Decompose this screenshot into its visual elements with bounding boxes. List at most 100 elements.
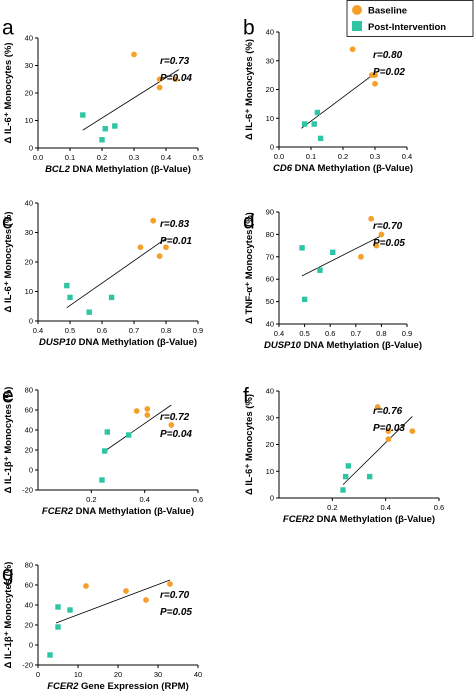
y-axis-label: Δ IL-6⁺ Monocytes (%) xyxy=(244,39,255,140)
baseline-point xyxy=(372,80,378,87)
x-axis-label-gene: DUSP10 xyxy=(264,340,302,351)
x-axis-label-gene: FCER2 xyxy=(283,514,315,525)
r-value: r=0.70 xyxy=(373,221,403,232)
post-intervention-point xyxy=(345,463,352,469)
y-tick-label: 0 xyxy=(29,466,33,475)
post-intervention-point xyxy=(67,294,73,301)
baseline-point xyxy=(373,242,380,249)
x-tick-label: 0.0 xyxy=(274,152,284,161)
x-axis-label-gene: FCER2 xyxy=(47,681,79,692)
x-axis-label-text: DNA Methylation (β-Value) xyxy=(73,506,194,517)
r-value: r=0.70 xyxy=(160,590,190,601)
panel-label: c xyxy=(2,210,13,233)
y-tick-label: 0 xyxy=(270,143,274,152)
y-axis-label: Δ IL-6⁺ Monocytes (%) xyxy=(3,211,14,312)
panel-b: b 0 10 20 30 40 0.0 0.1 0.2 0.3 0.4 CD6 DNA Methyla… xyxy=(243,16,413,174)
post-intervention-point xyxy=(55,624,61,630)
x-tick-label: 0.7 xyxy=(351,329,361,338)
y-tick-label: 0 xyxy=(29,144,33,153)
x-tick-label: 10 xyxy=(74,670,82,679)
baseline-point xyxy=(368,215,375,222)
post-intervention-point xyxy=(301,296,308,303)
x-tick-label: 0.4 xyxy=(33,326,43,335)
y-tick-label: 30 xyxy=(266,413,274,422)
x-tick-label: 0.1 xyxy=(65,153,75,162)
x-tick-label: 0.3 xyxy=(370,152,380,161)
y-tick-label: 80 xyxy=(25,561,33,570)
baseline-point xyxy=(156,76,163,83)
y-tick-label: 30 xyxy=(266,56,274,65)
legend-post-label: Post-Intervention xyxy=(368,22,446,33)
x-axis-label-text: DNA Methylation (β-Value) xyxy=(314,514,435,525)
y-axis-label: Δ IL-1β⁺ Monocytes (%) xyxy=(3,562,14,669)
baseline-point xyxy=(83,583,89,589)
y-tick-label: 50 xyxy=(266,297,274,306)
x-tick-label: 0.5 xyxy=(193,153,203,162)
post-intervention-point xyxy=(317,135,324,142)
x-axis-label: DUSP10 DNA Methylation (β-Value) xyxy=(39,337,197,348)
legend-baseline-label: Baseline xyxy=(368,6,407,17)
p-value: P=0.02 xyxy=(373,67,405,78)
x-tick-label: 0.5 xyxy=(65,326,75,335)
x-tick-label: 0.2 xyxy=(97,153,107,162)
baseline-point xyxy=(163,244,169,251)
r-value: r=0.83 xyxy=(160,219,190,230)
post-intervention-point xyxy=(340,487,346,493)
y-tick-label: 20 xyxy=(25,446,33,455)
y-tick-label: 40 xyxy=(25,426,33,435)
legend: Baseline Post-Intervention xyxy=(346,0,474,37)
r-value: r=0.73 xyxy=(160,56,190,67)
y-tick-label: 40 xyxy=(25,199,33,208)
r-value: r=0.72 xyxy=(160,412,190,423)
post-intervention-point xyxy=(64,282,70,289)
baseline-point xyxy=(131,51,137,58)
x-tick-label: 20 xyxy=(114,670,122,679)
x-tick-label: 0.6 xyxy=(325,329,335,338)
regression-line xyxy=(301,234,385,277)
panel-e: e -20 0 20 40 60 80 0.2 0.4 0.6 FCER2 DNA Methylat… xyxy=(2,384,203,517)
regression-line xyxy=(301,70,379,129)
y-tick-label: 40 xyxy=(266,387,274,396)
post-intervention-point xyxy=(330,249,336,256)
post-intervention-point xyxy=(102,126,108,132)
post-intervention-point xyxy=(317,267,323,273)
baseline-point xyxy=(172,76,179,83)
y-tick-label: -20 xyxy=(22,661,33,670)
post-intervention-point xyxy=(342,473,349,480)
post-intervention-point xyxy=(112,123,118,129)
x-tick-label: 0.2 xyxy=(327,503,337,512)
x-axis-label: CD6 DNA Methylation (β-Value) xyxy=(273,163,413,174)
baseline-point xyxy=(150,217,157,224)
post-intervention-point xyxy=(101,448,108,454)
x-tick-label: 0.2 xyxy=(86,495,96,504)
x-tick-label: 0.6 xyxy=(434,503,444,512)
baseline-point xyxy=(168,422,175,428)
x-axis-label: FCER2 DNA Methylation (β-Value) xyxy=(42,506,194,517)
y-tick-label: 60 xyxy=(266,275,274,284)
post-intervention-point xyxy=(99,137,105,143)
regression-line xyxy=(55,579,171,624)
r-value: r=0.76 xyxy=(373,406,403,417)
y-tick-label: 10 xyxy=(266,114,274,123)
x-tick-label: 0.8 xyxy=(161,326,171,335)
x-axis-label: FCER2 Gene Expression (RPM) xyxy=(47,681,189,692)
y-tick-label: 70 xyxy=(266,252,274,261)
x-axis-label-gene: DUSP10 xyxy=(39,337,77,348)
regression-line xyxy=(101,404,172,454)
x-axis-label-text: DNA Methylation (β-Value) xyxy=(70,164,191,175)
y-tick-label: 10 xyxy=(266,467,274,476)
y-tick-label: 20 xyxy=(266,85,274,94)
p-value: P=0.04 xyxy=(160,73,192,84)
p-value: P=0.03 xyxy=(373,423,405,434)
x-tick-label: 0.4 xyxy=(402,152,412,161)
y-tick-label: 80 xyxy=(266,230,274,239)
baseline-point xyxy=(374,404,381,410)
x-tick-label: 0.6 xyxy=(97,326,107,335)
y-tick-label: 20 xyxy=(25,258,33,267)
x-axis-label-text: Gene Expression (RPM) xyxy=(78,681,188,692)
x-axis-label-text: DNA Methylation (β-Value) xyxy=(76,337,197,348)
x-tick-label: 0.7 xyxy=(129,326,139,335)
y-tick-label: 40 xyxy=(25,34,33,43)
x-tick-label: 0.3 xyxy=(129,153,139,162)
x-tick-label: 30 xyxy=(154,670,162,679)
